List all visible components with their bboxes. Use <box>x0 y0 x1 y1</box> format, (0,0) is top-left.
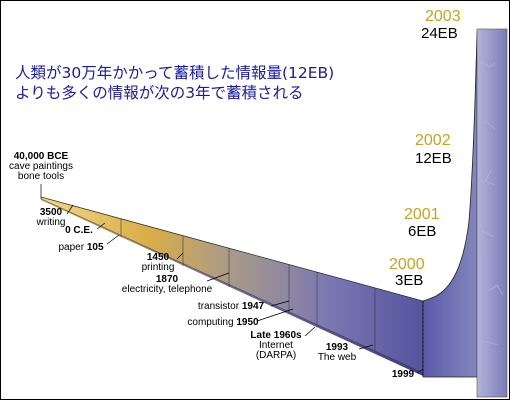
timeline-text-line: printing <box>142 262 175 273</box>
timeline-label-1870: 1870 electricity, telephone <box>122 274 213 295</box>
headline-line2: よりも多くの情報が次の3年で蓄積される <box>15 84 304 102</box>
wedge-floor <box>41 199 423 376</box>
growth-curve <box>422 30 478 378</box>
leader-lines <box>40 184 424 374</box>
timeline-text-line: 1993 <box>326 342 349 353</box>
timeline-label-0ce: 0 C.E. <box>65 225 93 236</box>
timeline-text-part: 1950 <box>236 317 259 328</box>
timeline-label-1993: 1993 The web <box>318 342 357 363</box>
milestone-volume-2000: 3EB <box>395 272 423 289</box>
timeline-label-40000bce: 40,000 BCE cave paintings bone tools <box>9 151 73 182</box>
timeline-text-line: Late 1960s <box>250 330 302 341</box>
timeline-text-line: bone tools <box>18 171 64 182</box>
timeline-label-1999: 1999 <box>392 369 415 380</box>
timeline-text-line: (DARPA) <box>256 350 296 361</box>
timeline-label-1950: computing 1950 <box>187 317 259 328</box>
timeline-label-1947: transistor 1947 <box>198 301 265 312</box>
milestone-volume-2003: 24EB <box>421 25 458 42</box>
timeline-text-part: 1947 <box>242 301 265 312</box>
timeline-text-line: 1999 <box>392 369 415 380</box>
milestone-year-2000: 2000 <box>389 256 425 273</box>
timeline-text-line: electricity, telephone <box>122 284 213 295</box>
timeline-label-3500: 3500 writing <box>36 207 66 228</box>
timeline-text-line: writing <box>36 217 66 228</box>
timeline-labels: 40,000 BCE cave paintings bone tools 3500 w… <box>9 151 415 380</box>
timeline-text-part: computing <box>187 317 236 328</box>
timeline-text-line: 1450 <box>147 252 170 263</box>
timeline-text-line: 3500 <box>40 207 63 218</box>
milestone-volume-2001: 6EB <box>408 223 436 240</box>
timeline-text-line: 40,000 BCE <box>14 151 69 162</box>
timeline-text-part: 105 <box>87 242 104 253</box>
milestone-year-2003: 2003 <box>425 8 461 25</box>
era-dividers <box>120 219 376 351</box>
milestone-volume-2002: 12EB <box>415 150 452 167</box>
timeline-text-part: transistor <box>198 301 242 312</box>
timeline-label-paper: paper 105 <box>58 242 103 253</box>
headline-line1: 人類が30万年かかって蓄積した情報量(12EB) <box>15 64 334 82</box>
timeline-text-line: 1870 <box>156 274 179 285</box>
pillar-texture <box>480 60 504 346</box>
timeline-text-part: paper <box>58 242 86 253</box>
timeline-text-line: 0 C.E. <box>65 225 93 236</box>
volume-pillar-2003 <box>476 28 508 398</box>
milestone-year-2002: 2002 <box>415 132 451 149</box>
timeline-label-1450: 1450 printing <box>142 252 175 273</box>
timeline-text-line: cave paintings <box>9 161 73 172</box>
timeline-text-line: Internet <box>259 340 293 351</box>
milestone-labels: 2000 3EB 2001 6EB 2002 12EB 2003 24EB <box>389 8 461 289</box>
timeline-text-line: The web <box>318 352 357 363</box>
milestone-year-2001: 2001 <box>404 206 440 223</box>
timeline-label-late1960s: Late 1960s Internet (DARPA) <box>250 330 302 361</box>
history-wedge <box>40 196 424 374</box>
